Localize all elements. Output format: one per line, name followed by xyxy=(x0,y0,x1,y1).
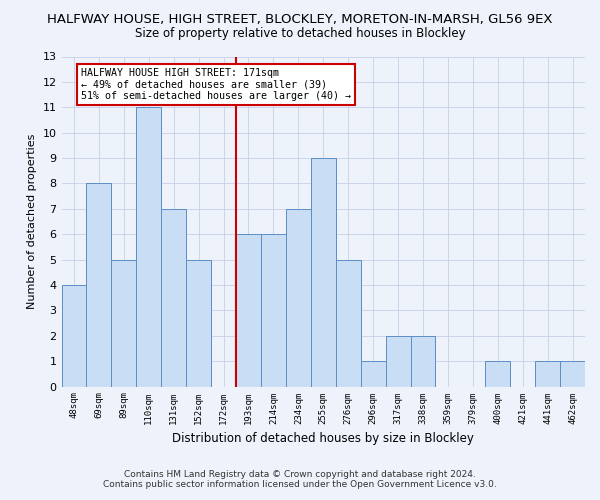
Bar xyxy=(361,361,386,386)
Bar xyxy=(311,158,336,386)
Bar xyxy=(410,336,436,386)
Bar xyxy=(386,336,410,386)
Text: HALFWAY HOUSE, HIGH STREET, BLOCKLEY, MORETON-IN-MARSH, GL56 9EX: HALFWAY HOUSE, HIGH STREET, BLOCKLEY, MO… xyxy=(47,12,553,26)
X-axis label: Distribution of detached houses by size in Blockley: Distribution of detached houses by size … xyxy=(172,432,474,445)
Bar xyxy=(186,260,211,386)
Bar xyxy=(86,184,112,386)
Text: HALFWAY HOUSE HIGH STREET: 171sqm
← 49% of detached houses are smaller (39)
51% : HALFWAY HOUSE HIGH STREET: 171sqm ← 49% … xyxy=(82,68,352,101)
Text: Size of property relative to detached houses in Blockley: Size of property relative to detached ho… xyxy=(134,28,466,40)
Y-axis label: Number of detached properties: Number of detached properties xyxy=(27,134,37,309)
Bar xyxy=(560,361,585,386)
Bar xyxy=(62,285,86,386)
Bar xyxy=(261,234,286,386)
Bar xyxy=(136,108,161,386)
Bar xyxy=(535,361,560,386)
Bar xyxy=(112,260,136,386)
Bar xyxy=(336,260,361,386)
Text: Contains HM Land Registry data © Crown copyright and database right 2024.
Contai: Contains HM Land Registry data © Crown c… xyxy=(103,470,497,489)
Bar xyxy=(161,209,186,386)
Bar xyxy=(236,234,261,386)
Bar xyxy=(286,209,311,386)
Bar xyxy=(485,361,510,386)
